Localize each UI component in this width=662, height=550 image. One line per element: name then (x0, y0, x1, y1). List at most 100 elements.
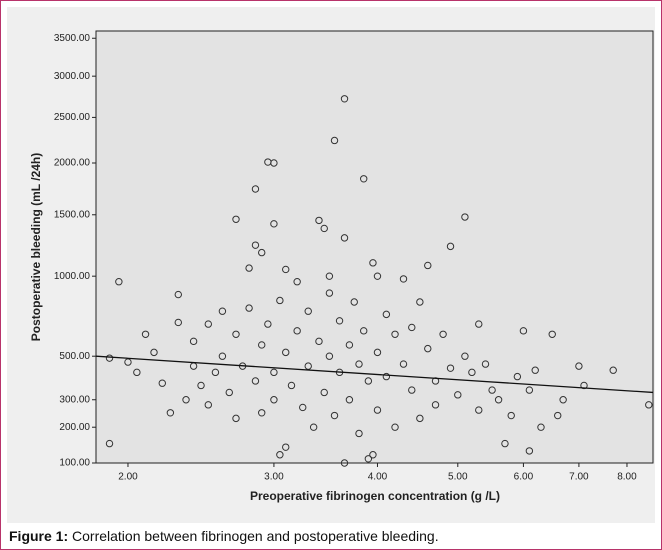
point (494, 396, 503, 404)
x-tick-label: 6.00 (514, 472, 534, 483)
point (391, 423, 399, 431)
point (340, 234, 349, 242)
plot-area (95, 30, 654, 464)
point (461, 213, 469, 221)
y-tick-label: 1000.00 (54, 271, 91, 282)
point (245, 304, 253, 312)
point (287, 381, 296, 390)
chart: Postoperative bleeding (mL /24h) Preoper… (29, 30, 654, 503)
point (264, 320, 272, 328)
point (446, 242, 455, 251)
x-tick-label: 3.00 (264, 472, 284, 483)
point (258, 409, 266, 417)
point (197, 381, 205, 390)
point (373, 406, 382, 414)
point (369, 259, 377, 267)
point (330, 411, 339, 420)
point (481, 360, 490, 368)
point (225, 388, 233, 397)
point (531, 366, 539, 374)
point (360, 327, 368, 335)
point (537, 423, 545, 431)
point (340, 95, 349, 103)
point (270, 368, 278, 377)
point (554, 411, 562, 420)
point (304, 307, 312, 315)
point (330, 136, 339, 145)
point (258, 341, 266, 349)
x-tick-label: 2.00 (118, 472, 138, 483)
point (282, 443, 290, 451)
point (475, 406, 483, 414)
point (548, 330, 556, 338)
point (525, 386, 534, 394)
point (373, 348, 382, 357)
point (251, 185, 260, 193)
point (282, 265, 290, 274)
point (355, 429, 363, 438)
point (424, 261, 432, 270)
point (309, 423, 318, 431)
point (325, 289, 334, 297)
point (360, 175, 368, 183)
point (416, 298, 424, 306)
point (424, 344, 432, 353)
point (270, 220, 278, 228)
x-axis-title: Preoperative fibrinogen concentration (g… (250, 489, 500, 503)
point (364, 377, 373, 385)
point (211, 368, 220, 377)
y-axis-title: Postoperative bleeding (mL /24h) (29, 153, 43, 341)
point (507, 411, 515, 420)
point (282, 348, 290, 357)
point (369, 451, 377, 459)
point (232, 414, 240, 423)
point (335, 317, 344, 325)
point (501, 439, 509, 448)
point (182, 396, 190, 404)
point (315, 216, 323, 225)
chart-panel: Postoperative bleeding (mL /24h) Preoper… (7, 7, 655, 523)
point (513, 372, 522, 381)
y-tick-label: 3000.00 (54, 71, 91, 82)
point (115, 277, 123, 286)
point (218, 352, 227, 360)
point (105, 354, 114, 362)
y-tick-label: 300.00 (59, 394, 90, 405)
caption: Figure 1: Correlation between fibrinogen… (9, 528, 439, 544)
point (350, 298, 358, 306)
point (276, 296, 284, 305)
point (519, 327, 528, 335)
point (431, 401, 440, 409)
x-tick-label: 8.00 (617, 472, 637, 483)
point (105, 439, 114, 448)
point (580, 381, 588, 390)
point (325, 352, 334, 360)
point (245, 264, 253, 272)
point (204, 320, 212, 328)
point (439, 330, 447, 338)
point (408, 386, 416, 394)
point (174, 318, 182, 327)
point (232, 215, 240, 223)
x-tick-label: 4.00 (368, 472, 388, 483)
point (373, 272, 382, 280)
point (645, 401, 653, 409)
point (525, 447, 534, 455)
point (408, 323, 416, 332)
point (382, 372, 391, 381)
point (141, 330, 150, 338)
point (382, 310, 391, 319)
point (258, 248, 266, 257)
point (559, 396, 567, 404)
point (416, 414, 424, 423)
point (270, 159, 278, 167)
trend-line (95, 355, 654, 394)
point (232, 330, 240, 338)
point (270, 396, 278, 404)
point (461, 352, 469, 360)
y-tick-label: 1500.00 (54, 209, 91, 220)
point (293, 277, 301, 286)
point (158, 379, 166, 387)
point (276, 451, 284, 459)
y-tick-label: 2000.00 (54, 158, 91, 169)
